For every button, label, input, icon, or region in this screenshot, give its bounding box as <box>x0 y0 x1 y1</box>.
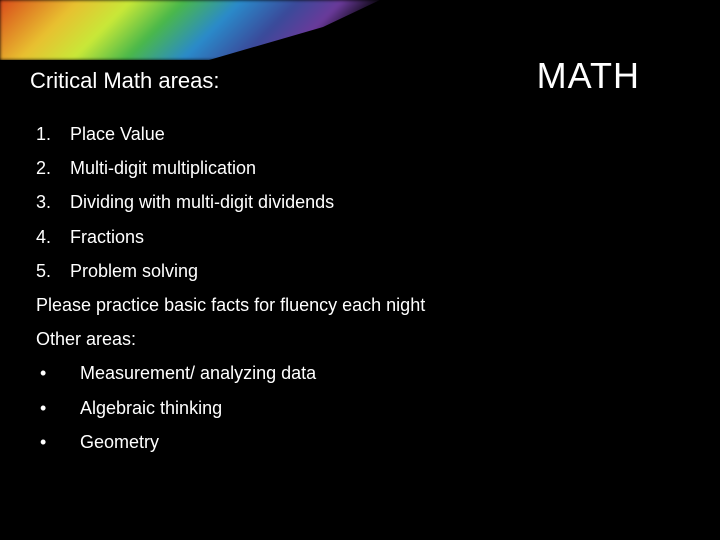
slide-content: Critical Math areas: MATH 1. Place Value… <box>0 0 720 540</box>
header-row: Critical Math areas: MATH <box>30 55 680 97</box>
slide-title: MATH <box>537 55 680 97</box>
bullet-item: • Geometry <box>36 425 680 459</box>
item-text: Problem solving <box>70 254 198 288</box>
item-text: Fractions <box>70 220 144 254</box>
slide-subtitle: Critical Math areas: <box>30 68 220 94</box>
numbered-item: 1. Place Value <box>36 117 680 151</box>
item-text: Dividing with multi-digit dividends <box>70 185 334 219</box>
item-number: 4. <box>36 220 70 254</box>
bullet-item: • Algebraic thinking <box>36 391 680 425</box>
bullet-marker: • <box>36 391 80 425</box>
numbered-item: 4. Fractions <box>36 220 680 254</box>
practice-note: Please practice basic facts for fluency … <box>36 288 680 322</box>
bullet-item: • Measurement/ analyzing data <box>36 356 680 390</box>
numbered-item: 3. Dividing with multi-digit dividends <box>36 185 680 219</box>
numbered-item: 2. Multi-digit multiplication <box>36 151 680 185</box>
item-text: Multi-digit multiplication <box>70 151 256 185</box>
item-number: 1. <box>36 117 70 151</box>
other-areas-label: Other areas: <box>36 322 680 356</box>
bullet-marker: • <box>36 425 80 459</box>
bullet-marker: • <box>36 356 80 390</box>
bullet-text: Algebraic thinking <box>80 391 222 425</box>
bullet-text: Measurement/ analyzing data <box>80 356 316 390</box>
item-number: 3. <box>36 185 70 219</box>
item-number: 2. <box>36 151 70 185</box>
bullet-text: Geometry <box>80 425 159 459</box>
item-text: Place Value <box>70 117 165 151</box>
list-area: 1. Place Value 2. Multi-digit multiplica… <box>30 117 680 459</box>
numbered-item: 5. Problem solving <box>36 254 680 288</box>
item-number: 5. <box>36 254 70 288</box>
